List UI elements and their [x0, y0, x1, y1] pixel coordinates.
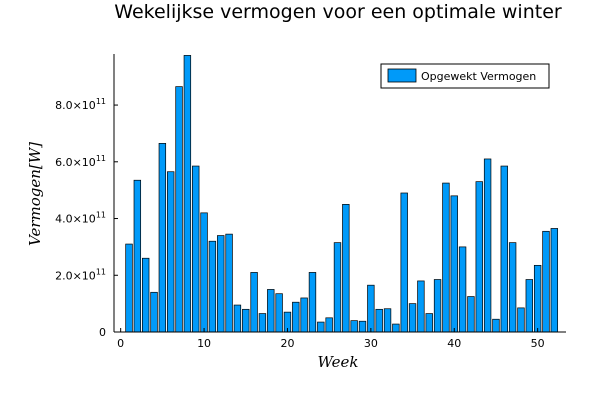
bar-week-29	[358, 320, 367, 333]
bar-week-50	[533, 264, 542, 333]
legend: Opgewekt Vermogen	[380, 63, 550, 89]
bar-week-25	[325, 317, 333, 333]
bar-week-17	[258, 313, 267, 333]
bar-week-19	[275, 293, 283, 333]
bar-week-31	[375, 308, 383, 333]
bar-week-37	[425, 313, 433, 333]
bar-week-3	[142, 257, 150, 333]
bar-week-36	[417, 280, 425, 333]
y-tick-label: 0	[99, 326, 106, 339]
bar-week-43	[475, 181, 483, 333]
bar-week-46	[500, 165, 508, 333]
bar-week-41	[458, 246, 467, 333]
bar-week-1	[125, 243, 133, 333]
bar-week-42	[467, 296, 475, 333]
x-tick-label: 50	[531, 337, 545, 350]
bar-week-35	[408, 303, 417, 333]
bar-week-45	[492, 318, 500, 333]
x-axis-label: Week	[317, 353, 358, 371]
bar-week-10	[200, 212, 208, 333]
bar-week-4	[150, 291, 158, 333]
x-tick-label: 10	[197, 337, 211, 350]
x-tick-label: 20	[280, 337, 294, 350]
bar-week-34	[400, 192, 408, 333]
bar-week-32	[383, 308, 392, 333]
bar-week-47	[508, 242, 517, 333]
bar-week-13	[225, 233, 233, 333]
bar-week-30	[367, 284, 375, 333]
bar-week-7	[175, 86, 183, 333]
bar-week-23	[308, 272, 317, 333]
bar-week-33	[392, 323, 400, 333]
bar-week-28	[350, 320, 358, 333]
bar-week-21	[292, 301, 300, 333]
bar-week-27	[342, 204, 350, 333]
x-tick-label: 30	[364, 337, 378, 350]
bar-week-5	[158, 143, 167, 333]
y-axis-label: Vermogen[W]	[26, 142, 44, 246]
ticks-group: 0 10 20 30 40 50 0 2.0×1011 4.0×1011 6.0×1011 8.0×…	[55, 97, 545, 350]
bar-week-48	[517, 307, 525, 333]
bar-week-2	[133, 179, 142, 333]
bar-week-44	[483, 158, 492, 333]
bar-week-40	[450, 195, 458, 333]
y-tick-label: 2.0×1011	[55, 267, 106, 282]
bar-week-49	[525, 279, 533, 333]
chart-title: Wekelijkse vermogen voor een optimale wi…	[114, 1, 562, 23]
bar-week-9	[192, 165, 200, 333]
bar-week-51	[542, 230, 550, 333]
y-tick-label: 8.0×1011	[55, 97, 106, 112]
bar-week-15	[242, 308, 250, 333]
bar-week-39	[442, 182, 450, 333]
y-tick-label: 6.0×1011	[55, 154, 106, 169]
bar-week-8	[183, 55, 192, 333]
bar-week-11	[208, 240, 217, 333]
bar-week-26	[333, 242, 342, 333]
bar-week-24	[317, 321, 325, 333]
x-tick-label: 0	[117, 337, 124, 350]
bar-week-22	[300, 297, 308, 333]
y-tick-label: 4.0×1011	[55, 211, 106, 226]
bar-week-12	[217, 235, 225, 333]
bar-week-38	[433, 279, 442, 333]
legend-label: Opgewekt Vermogen	[421, 70, 536, 83]
bar-week-14	[233, 304, 242, 333]
legend-swatch	[387, 68, 417, 83]
bar-week-6	[167, 171, 175, 333]
bar-week-18	[267, 289, 275, 333]
bar-week-52	[550, 228, 559, 333]
bar-week-16	[250, 272, 258, 333]
bars-group	[125, 55, 559, 333]
x-tick-label: 40	[447, 337, 461, 350]
axes-group	[113, 54, 566, 333]
